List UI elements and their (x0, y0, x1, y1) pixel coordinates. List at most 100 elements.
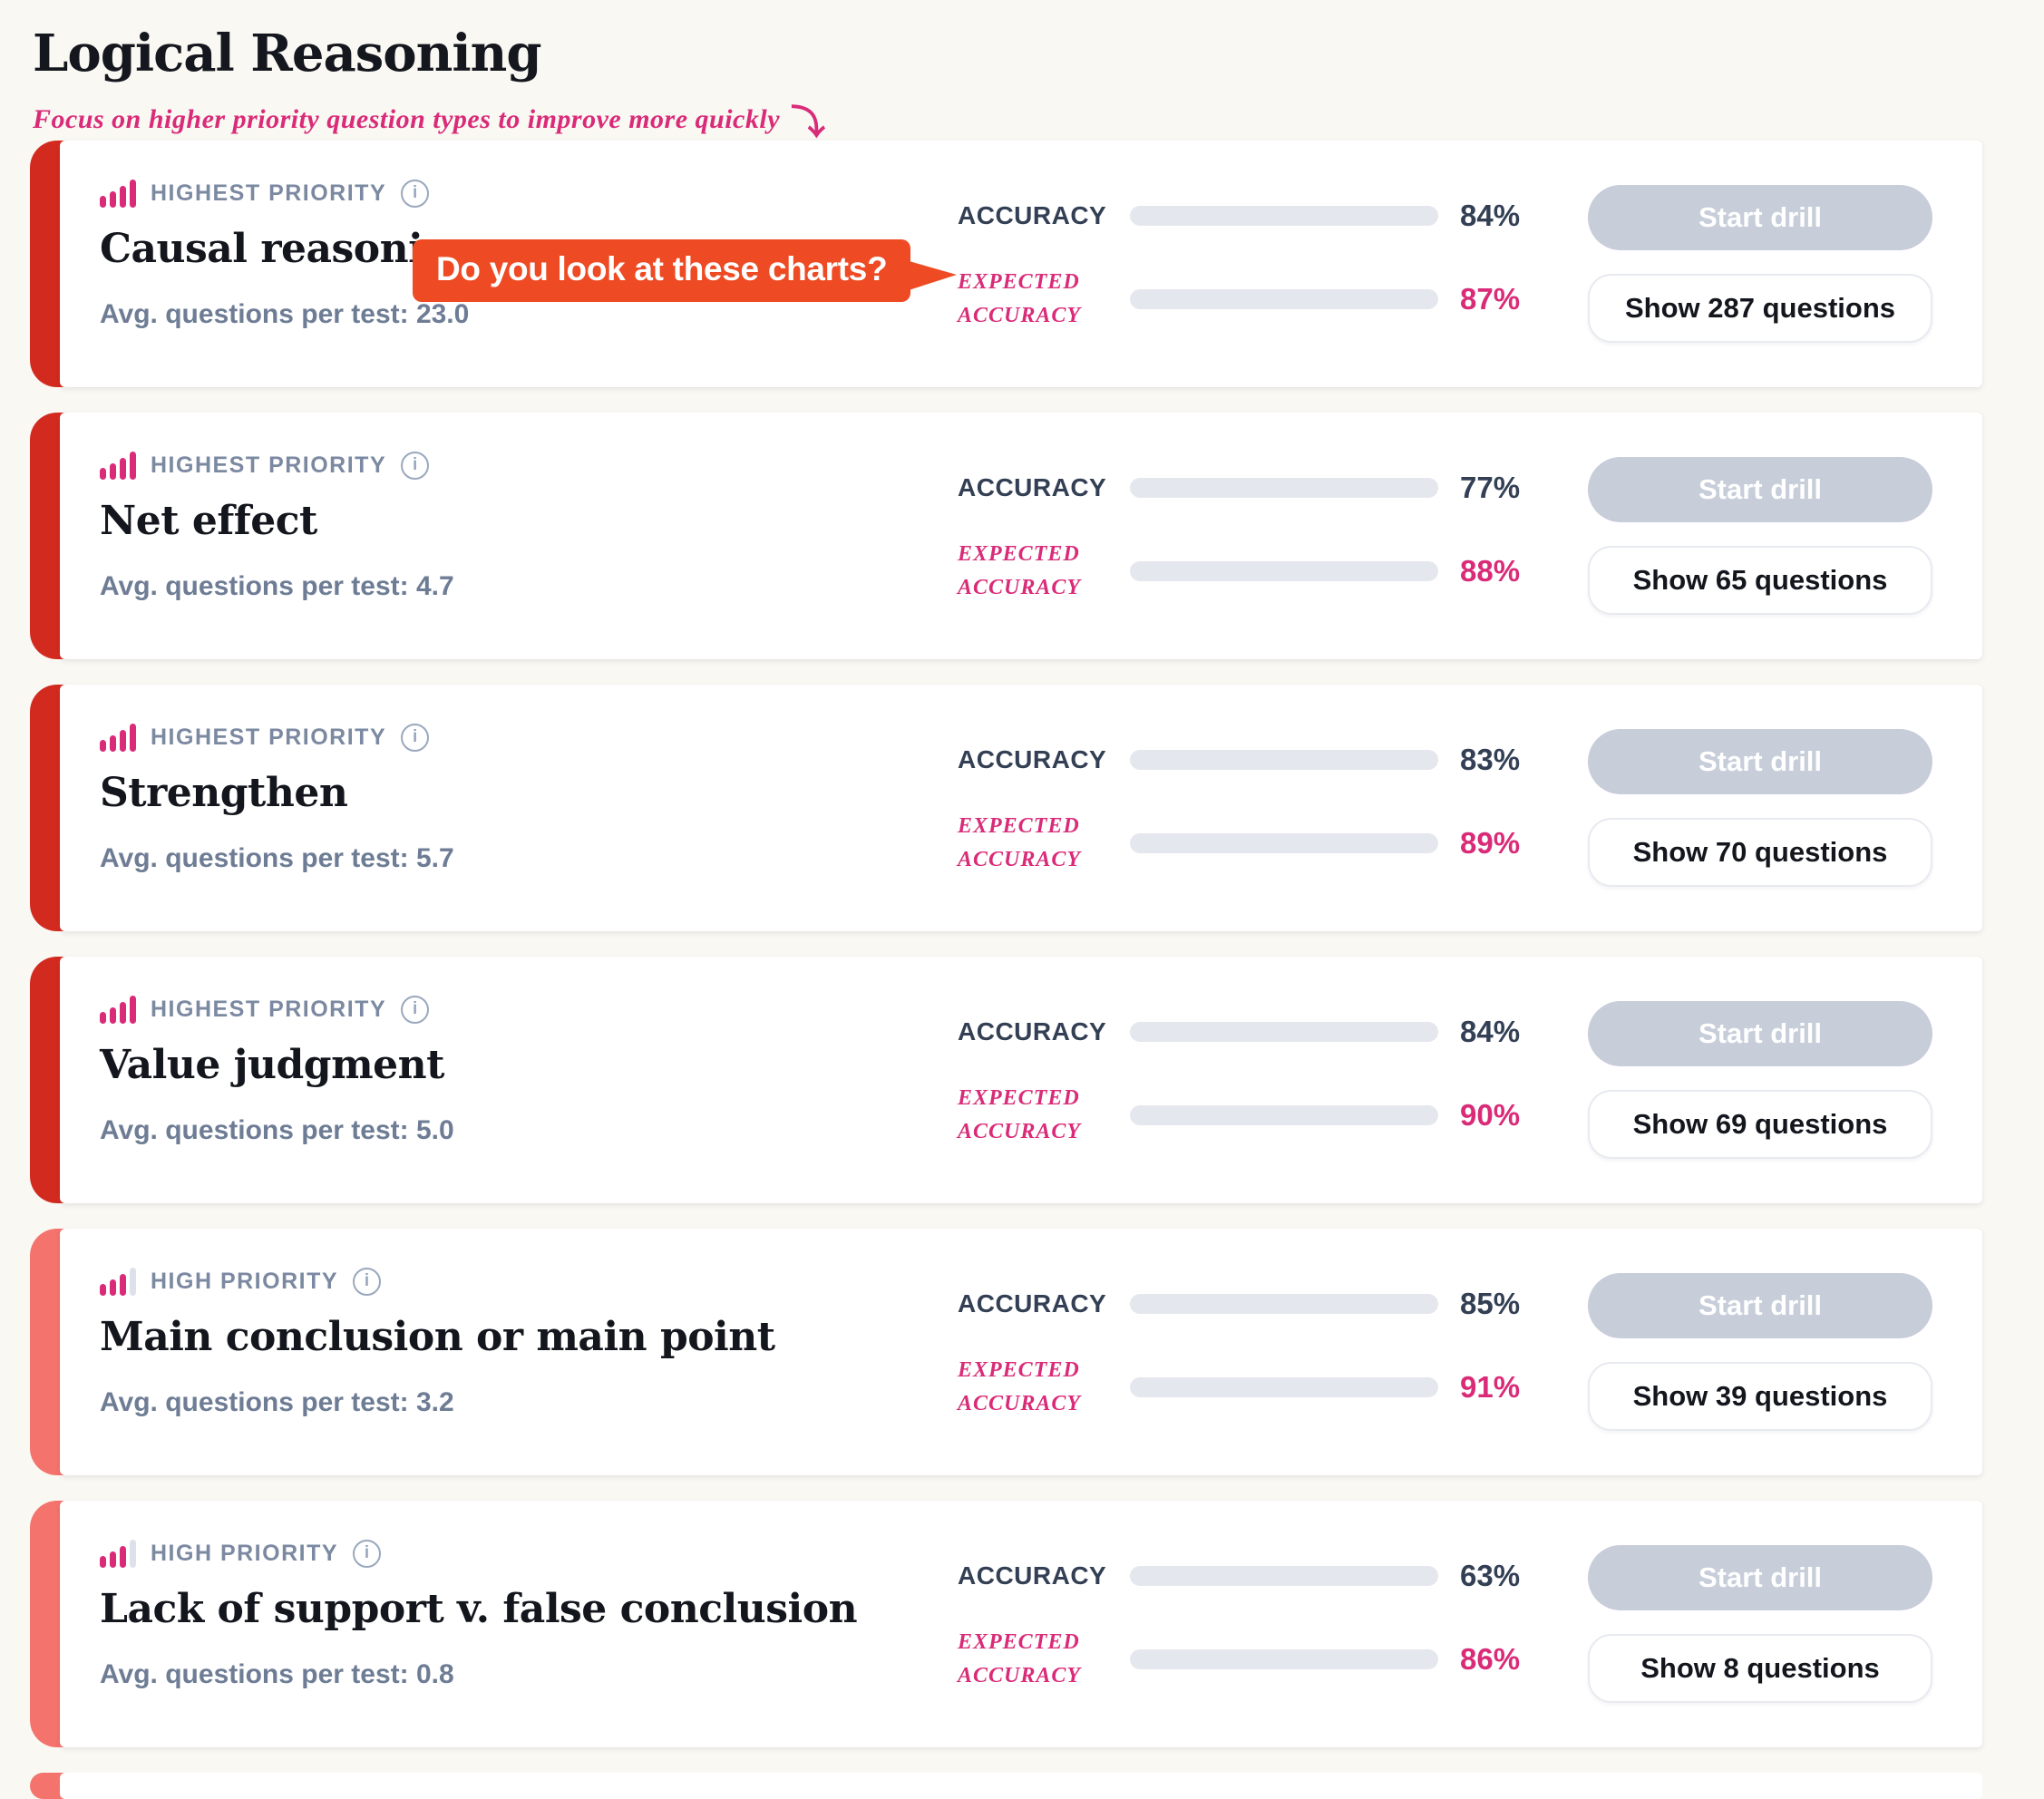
card-actions: Start drill Show 8 questions (1588, 1537, 1932, 1711)
expected-bar-track (1130, 1649, 1438, 1669)
accuracy-row: ACCURACY 63% (958, 1559, 1561, 1593)
card-actions: Start drill Show 39 questions (1588, 1265, 1932, 1439)
info-icon[interactable]: i (401, 995, 430, 1024)
accuracy-value: 84% (1460, 198, 1521, 232)
priority-bars-icon (100, 1539, 136, 1568)
accuracy-label: ACCURACY (958, 200, 1107, 229)
priority-label: HIGHEST PRIORITY (151, 180, 387, 206)
avg-questions-text: Avg. questions per test: 23.0 (100, 299, 470, 329)
show-questions-button[interactable]: Show 65 questions (1588, 546, 1932, 615)
question-type-title: Net effect (100, 498, 317, 544)
card-info: HIGHEST PRIORITY i Causal reasoning Avg.… (100, 177, 958, 351)
metrics: ACCURACY 84% EXPECTED ACCURACY 87% (958, 177, 1561, 351)
question-type-card: HIGHEST PRIORITY i Strengthen Avg. quest… (30, 685, 1982, 931)
priority-bars-icon (100, 723, 136, 752)
card-body: HIGHEST PRIORITY i Strengthen Avg. quest… (60, 685, 1982, 931)
page-header: Logical Reasoning Focus on higher priori… (0, 0, 2044, 144)
metrics: ACCURACY 85% EXPECTED ACCURACY 91% (958, 1265, 1561, 1439)
priority-label: HIGHEST PRIORITY (151, 996, 387, 1022)
question-type-card (30, 1773, 1982, 1799)
card-body: HIGHEST PRIORITY i Net effect Avg. quest… (60, 413, 1982, 659)
info-icon[interactable]: i (353, 1267, 382, 1296)
start-drill-button[interactable]: Start drill (1588, 1273, 1932, 1338)
callout-annotation: Do you look at these charts? (413, 239, 958, 302)
start-drill-button[interactable]: Start drill (1588, 185, 1932, 250)
show-questions-button[interactable]: Show 8 questions (1588, 1634, 1932, 1703)
priority-badge: HIGHEST PRIORITY i (100, 721, 958, 754)
accuracy-value: 83% (1460, 742, 1521, 776)
question-type-title: Lack of support v. false conclusion (100, 1586, 858, 1632)
question-type-title: Value judgment (100, 1042, 444, 1088)
info-icon[interactable]: i (353, 1539, 382, 1568)
page-subtitle-text: Focus on higher priority question types … (33, 103, 781, 134)
accuracy-row: ACCURACY 85% (958, 1287, 1561, 1321)
show-questions-button[interactable]: Show 70 questions (1588, 818, 1932, 887)
accuracy-bar-track (1130, 1021, 1438, 1042)
expected-bar-track (1130, 1377, 1438, 1397)
priority-bars-icon (100, 1267, 136, 1296)
metrics: ACCURACY 63% EXPECTED ACCURACY 86% (958, 1537, 1561, 1711)
expected-accuracy-row: EXPECTED ACCURACY 86% (958, 1626, 1561, 1693)
priority-label: HIGHEST PRIORITY (151, 452, 387, 478)
avg-questions-text: Avg. questions per test: 3.2 (100, 1387, 454, 1417)
priority-badge: HIGH PRIORITY i (100, 1265, 958, 1298)
expected-accuracy-value: 86% (1460, 1642, 1521, 1676)
show-questions-button[interactable]: Show 69 questions (1588, 1090, 1932, 1159)
accuracy-bar-track (1130, 1293, 1438, 1314)
start-drill-button[interactable]: Start drill (1588, 457, 1932, 522)
card-info: HIGH PRIORITY i Main conclusion or main … (100, 1265, 958, 1439)
page-subtitle: Focus on higher priority question types … (33, 94, 2044, 144)
info-icon[interactable]: i (401, 723, 430, 752)
avg-questions-text: Avg. questions per test: 4.7 (100, 571, 454, 601)
card-info: HIGHEST PRIORITY i Net effect Avg. quest… (100, 449, 958, 623)
metrics: ACCURACY 77% EXPECTED ACCURACY 88% (958, 449, 1561, 623)
info-icon[interactable]: i (401, 451, 430, 480)
metrics: ACCURACY 83% EXPECTED ACCURACY 89% (958, 721, 1561, 895)
show-questions-button[interactable]: Show 39 questions (1588, 1362, 1932, 1431)
card-body: HIGH PRIORITY i Lack of support v. false… (60, 1501, 1982, 1747)
accuracy-label: ACCURACY (958, 472, 1107, 501)
accuracy-value: 63% (1460, 1558, 1521, 1592)
priority-label: HIGH PRIORITY (151, 1540, 339, 1566)
accuracy-label: ACCURACY (958, 1288, 1107, 1318)
expected-accuracy-row: EXPECTED ACCURACY 90% (958, 1082, 1561, 1149)
card-actions: Start drill Show 70 questions (1588, 721, 1932, 895)
question-type-card: HIGH PRIORITY i Lack of support v. false… (30, 1501, 1982, 1747)
info-icon[interactable]: i (401, 179, 430, 208)
priority-bars-icon (100, 451, 136, 480)
show-questions-button[interactable]: Show 287 questions (1588, 274, 1932, 343)
expected-accuracy-label: EXPECTED ACCURACY (958, 269, 1082, 327)
start-drill-button[interactable]: Start drill (1588, 1545, 1932, 1610)
expected-accuracy-value: 88% (1460, 554, 1521, 588)
question-type-card: HIGH PRIORITY i Main conclusion or main … (30, 1229, 1982, 1475)
accuracy-row: ACCURACY 84% (958, 199, 1561, 233)
question-type-card: HIGHEST PRIORITY i Causal reasoning Avg.… (30, 141, 1982, 387)
card-body: HIGHEST PRIORITY i Value judgment Avg. q… (60, 957, 1982, 1203)
card-body: HIGH PRIORITY i Main conclusion or main … (60, 1229, 1982, 1475)
accuracy-row: ACCURACY 84% (958, 1015, 1561, 1049)
avg-questions-text: Avg. questions per test: 5.7 (100, 843, 454, 873)
expected-accuracy-value: 90% (1460, 1098, 1521, 1132)
expected-accuracy-value: 87% (1460, 282, 1521, 316)
expected-accuracy-row: EXPECTED ACCURACY 87% (958, 266, 1561, 333)
expected-bar-track (1130, 289, 1438, 309)
accuracy-bar-track (1130, 477, 1438, 498)
card-body: HIGHEST PRIORITY i Causal reasoning Avg.… (60, 141, 1982, 387)
avg-questions-text: Avg. questions per test: 0.8 (100, 1659, 454, 1689)
accuracy-value: 77% (1460, 470, 1521, 504)
page-title: Logical Reasoning (33, 24, 542, 83)
card-list: HIGHEST PRIORITY i Causal reasoning Avg.… (30, 141, 1982, 1799)
expected-bar-track (1130, 1105, 1438, 1125)
card-info: HIGH PRIORITY i Lack of support v. false… (100, 1537, 958, 1711)
expected-accuracy-row: EXPECTED ACCURACY 89% (958, 810, 1561, 877)
avg-questions-text: Avg. questions per test: 5.0 (100, 1115, 454, 1145)
expected-accuracy-label: EXPECTED ACCURACY (958, 541, 1082, 599)
card-actions: Start drill Show 287 questions (1588, 177, 1932, 351)
start-drill-button[interactable]: Start drill (1588, 1001, 1932, 1066)
accuracy-row: ACCURACY 83% (958, 743, 1561, 777)
expected-accuracy-label: EXPECTED ACCURACY (958, 1085, 1082, 1143)
question-type-title: Strengthen (100, 770, 348, 816)
curved-arrow-icon: ⤵ (791, 104, 826, 142)
start-drill-button[interactable]: Start drill (1588, 729, 1932, 794)
question-type-card: HIGHEST PRIORITY i Net effect Avg. quest… (30, 413, 1982, 659)
